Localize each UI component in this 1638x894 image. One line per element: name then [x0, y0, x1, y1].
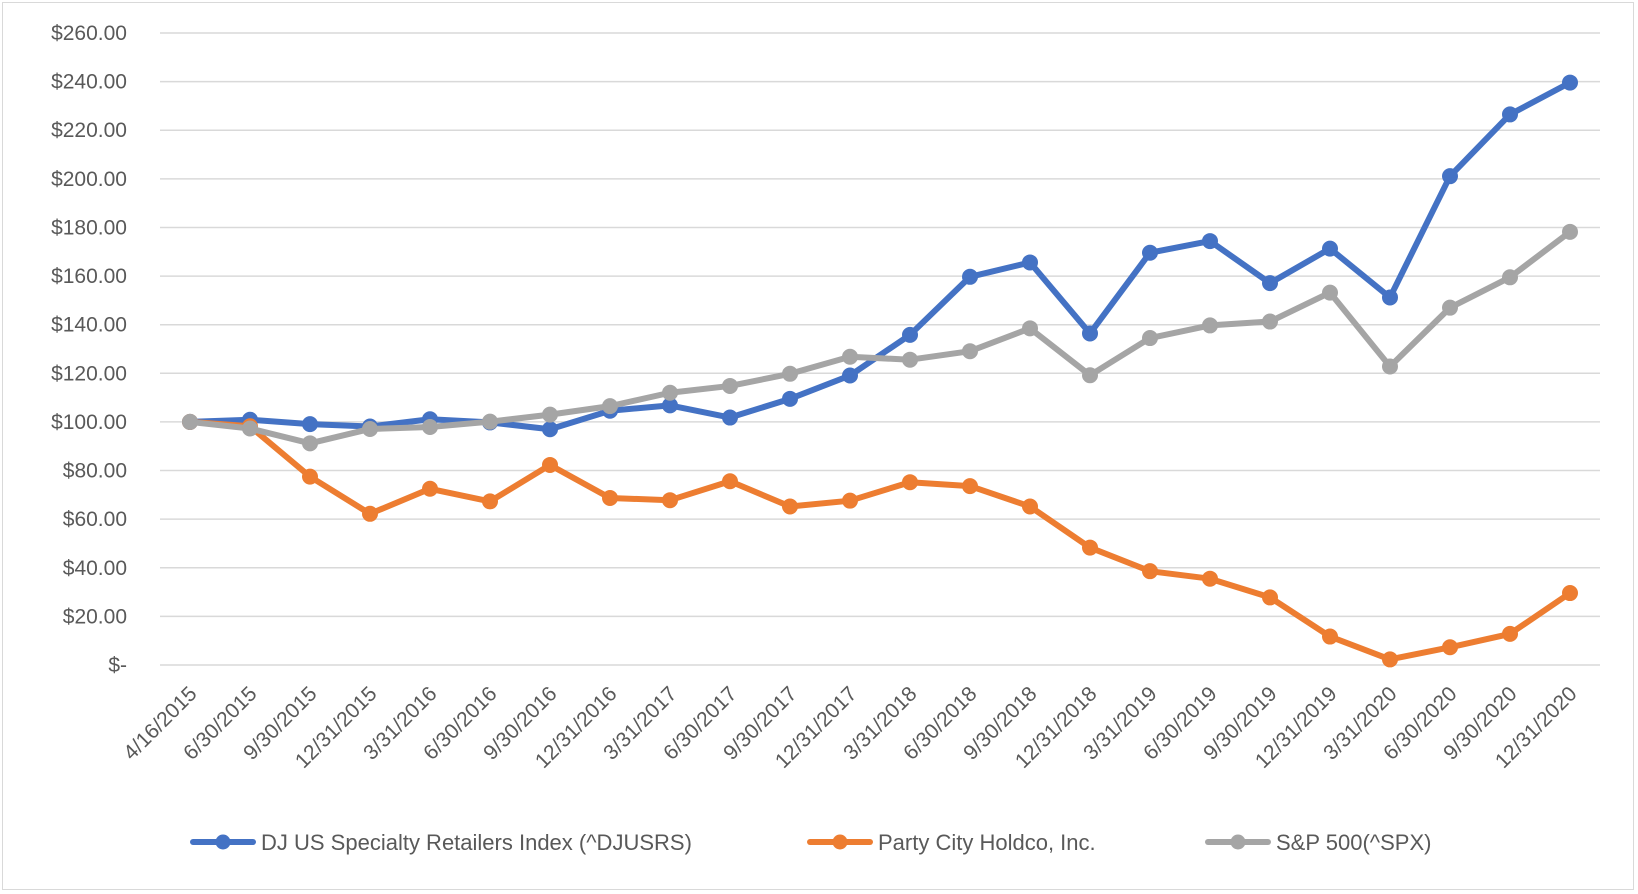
data-point — [1442, 168, 1458, 185]
legend-entry: S&P 500(^SPX) — [1205, 830, 1431, 855]
legend-entry: DJ US Specialty Retailers Index (^DJUSRS… — [190, 830, 692, 855]
data-point — [362, 505, 378, 522]
data-point — [1562, 74, 1578, 91]
data-point — [602, 398, 618, 415]
data-point — [1502, 625, 1518, 642]
series-2 — [182, 413, 1578, 668]
data-point — [302, 435, 318, 452]
series-line — [187, 228, 1573, 447]
legend-label: DJ US Specialty Retailers Index (^DJUSRS… — [261, 830, 692, 855]
data-point — [722, 377, 738, 394]
y-tick-label: $240.00 — [51, 71, 127, 94]
data-point — [1382, 358, 1398, 375]
data-point — [1082, 367, 1098, 384]
data-point — [1442, 299, 1458, 316]
y-tick-label: $40.00 — [63, 557, 127, 580]
data-point — [902, 326, 918, 343]
series-line — [187, 418, 1573, 663]
data-point — [242, 420, 258, 437]
data-point — [842, 348, 858, 365]
legend: DJ US Specialty Retailers Index (^DJUSRS… — [190, 830, 1431, 855]
data-point — [962, 268, 978, 285]
data-point — [782, 498, 798, 515]
y-tick-label: $120.00 — [51, 362, 127, 385]
data-point — [1382, 289, 1398, 306]
data-point — [362, 420, 378, 437]
data-point — [1022, 498, 1038, 515]
data-point — [422, 419, 438, 436]
data-point — [1562, 223, 1578, 240]
y-tick-label: $220.00 — [51, 119, 127, 142]
data-point — [182, 413, 198, 430]
legend-label: S&P 500(^SPX) — [1276, 830, 1431, 855]
data-point — [1502, 269, 1518, 286]
data-point — [542, 456, 558, 473]
data-point — [1262, 589, 1278, 606]
data-point — [782, 390, 798, 407]
data-point — [302, 468, 318, 485]
data-point — [1322, 240, 1338, 257]
data-point — [542, 421, 558, 438]
data-point — [1382, 651, 1398, 668]
data-point — [842, 492, 858, 509]
data-point — [302, 416, 318, 433]
y-tick-label: $260.00 — [51, 22, 127, 45]
y-tick-label: $100.00 — [51, 411, 127, 434]
data-point — [602, 490, 618, 507]
x-axis: 4/16/20156/30/20159/30/201512/31/20153/3… — [119, 682, 1581, 773]
y-tick-label: $200.00 — [51, 168, 127, 191]
data-point — [482, 413, 498, 430]
data-point — [1082, 539, 1098, 556]
data-point — [1502, 106, 1518, 123]
series-group — [182, 74, 1578, 668]
y-tick-label: $140.00 — [51, 314, 127, 337]
legend-label: Party City Holdco, Inc. — [878, 830, 1096, 855]
data-point — [782, 365, 798, 382]
legend-entry: Party City Holdco, Inc. — [807, 830, 1096, 855]
data-point — [662, 492, 678, 509]
data-point — [1022, 320, 1038, 337]
data-point — [1142, 244, 1158, 261]
data-point — [962, 478, 978, 495]
series-line — [187, 79, 1573, 433]
data-point — [662, 384, 678, 401]
data-point — [1142, 563, 1158, 580]
y-tick-label: $80.00 — [63, 460, 127, 483]
data-point — [1322, 628, 1338, 645]
data-point — [1142, 330, 1158, 347]
data-point — [902, 474, 918, 491]
y-tick-label: $- — [108, 654, 127, 677]
data-point — [722, 473, 738, 490]
series-1 — [182, 74, 1578, 438]
y-axis: $- $20.00 $40.00 $60.00 $80.00 $100.00 $120.00… — [51, 22, 127, 677]
data-point — [422, 480, 438, 497]
data-point — [1262, 313, 1278, 330]
data-point — [1082, 325, 1098, 342]
legend-marker — [215, 834, 231, 850]
data-point — [1262, 275, 1278, 292]
data-point — [842, 367, 858, 384]
data-point — [1322, 284, 1338, 301]
data-point — [1202, 233, 1218, 250]
series-3 — [182, 223, 1578, 452]
y-tick-label: $60.00 — [63, 508, 127, 531]
gridlines — [160, 32, 1600, 666]
legend-marker — [832, 834, 848, 850]
data-point — [902, 351, 918, 368]
y-tick-label: $160.00 — [51, 265, 127, 288]
data-point — [1202, 317, 1218, 334]
y-tick-label: $20.00 — [63, 605, 127, 628]
data-point — [722, 409, 738, 426]
data-point — [1562, 585, 1578, 602]
data-point — [962, 343, 978, 360]
legend-marker — [1230, 834, 1246, 850]
y-tick-label: $180.00 — [51, 216, 127, 239]
data-point — [542, 406, 558, 423]
data-point — [1442, 639, 1458, 656]
data-point — [1022, 254, 1038, 271]
data-point — [1202, 570, 1218, 587]
data-point — [482, 493, 498, 510]
